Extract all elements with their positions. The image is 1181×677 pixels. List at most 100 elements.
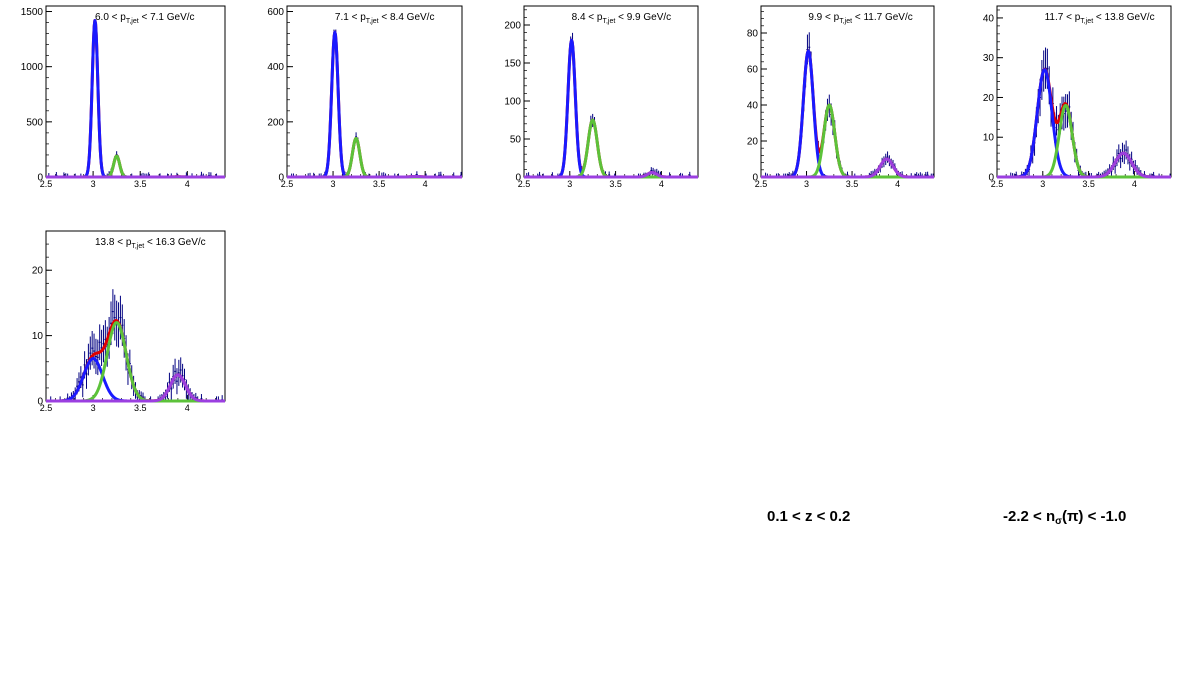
y-tick-label: 80 [747,29,759,40]
y-tick-label: 20 [32,266,44,277]
total-fit-curve [996,67,1172,179]
panel-title: 9.9 < pT,jet < 11.7 GeV/c [808,12,912,25]
x-tick-label: 3.5 [609,179,622,189]
peak-curve-K [996,103,1172,179]
panel-title: 11.7 < pT,jet < 13.8 GeV/c [1045,12,1155,25]
x-tick-label: 3 [331,179,336,189]
nsigma-sub: σ [1055,516,1062,527]
x-tick-label: 2.5 [40,403,53,413]
x-tick-label: 3 [91,179,96,189]
peak-curve-p [45,373,226,403]
y-tick-label: 0 [752,173,758,184]
data-points [764,32,935,178]
peak-curve-K [760,103,935,179]
y-tick-label: 400 [267,62,284,73]
data-points [49,289,224,402]
x-tick-label: 4 [659,179,664,189]
y-tick-label: 100 [504,97,521,108]
peak-curve-K [286,136,463,179]
nsigma-range-label: -2.2 < nσ(π) < -1.0 [1003,508,1126,527]
peak-curve-K [45,321,226,403]
total-fit-curve [286,30,463,179]
peak-curve-p [286,174,463,179]
chart-panel-4: 0 20 40 60 80 2.5 3 3.5 4 9.9 < pT,jet < 11.7 GeV… [747,5,935,189]
panel-title: 13.8 < pT,jet < 16.3 GeV/c [95,237,206,250]
x-tick-label: 2.5 [281,179,294,189]
y-tick-label: 200 [504,21,521,32]
y-tick-label: 200 [267,117,284,128]
z-range-label: 0.1 < z < 0.2 [767,508,851,525]
x-tick-label: 3 [1040,179,1045,189]
plot-frame [286,5,463,178]
x-tick-label: 4 [895,179,900,189]
y-tick-label: 0 [515,173,521,184]
chart-panel-3: 0 50 100 150 200 2.5 3 3.5 4 8.4 < pT,jet < 9.9 G… [504,5,699,189]
y-tick-label: 10 [983,133,995,144]
chart-panel-6: 0 10 20 2.5 3 3.5 4 13.8 < pT,jet < 16.3 GeV/c [32,230,226,413]
chart-panel-5: 0 10 20 30 40 2.5 3 3.5 4 11.7 < pT,jet < 13.8 Ge… [983,5,1172,189]
peak-curve-pi [996,68,1172,179]
y-tick-label: 20 [747,137,759,148]
y-tick-label: 150 [504,59,521,70]
x-tick-label: 4 [185,179,190,189]
nsigma-prefix: -2.2 < n [1003,508,1056,525]
data-points [525,32,691,178]
x-tick-label: 4 [423,179,428,189]
x-tick-label: 3.5 [373,179,386,189]
x-tick-label: 3.5 [846,179,859,189]
x-tick-label: 3 [804,179,809,189]
x-tick-label: 3.5 [134,179,147,189]
chart-panel-1: 0 500 1000 1500 2.5 3 3.5 4 6.0 < pT,jet < 7.1 G… [21,5,226,189]
peak-curve-K [523,118,699,179]
peak-curve-p [996,151,1172,179]
y-tick-label: 500 [26,117,43,128]
x-tick-label: 2.5 [755,179,768,189]
plot-frame [45,5,226,178]
y-tick-label: 0 [278,173,284,184]
plot-frame [996,5,1172,178]
data-points [47,24,218,178]
data-points [290,29,463,178]
x-tick-label: 3 [91,403,96,413]
peak-curve-p [523,170,699,179]
y-tick-label: 1500 [21,7,44,18]
x-tick-label: 3 [567,179,572,189]
x-tick-label: 4 [185,403,190,413]
total-fit-curve [45,18,226,179]
x-tick-label: 2.5 [991,179,1004,189]
data-points [1009,47,1172,178]
x-tick-label: 2.5 [518,179,531,189]
y-tick-label: 0 [988,173,994,184]
total-fit-curve [760,49,935,179]
peak-curve-pi [45,18,226,179]
total-fit-curve [523,38,699,179]
x-tick-label: 2.5 [40,179,53,189]
peak-curve-pi [760,49,935,179]
y-tick-label: 40 [747,101,759,112]
x-tick-label: 3.5 [134,403,147,413]
y-tick-label: 20 [983,93,995,104]
y-tick-label: 10 [32,331,44,342]
y-tick-label: 50 [510,135,522,146]
panel-title: 8.4 < pT,jet < 9.9 GeV/c [572,12,672,25]
peak-curve-pi [523,38,699,179]
chart-panel-2: 0 200 400 600 2.5 3 3.5 4 7.1 < pT,jet < 8.4 GeV… [267,5,463,189]
plot-frame [523,5,699,178]
y-tick-label: 1000 [21,62,44,73]
y-tick-label: 60 [747,65,759,76]
x-tick-label: 3.5 [1082,179,1095,189]
y-tick-label: 600 [267,7,284,18]
x-tick-label: 4 [1132,179,1137,189]
y-tick-label: 0 [37,397,43,408]
plot-frame [760,5,935,178]
panel-title: 6.0 < pT,jet < 7.1 GeV/c [95,12,195,25]
panel-title: 7.1 < pT,jet < 8.4 GeV/c [335,12,435,25]
y-tick-label: 0 [37,173,43,184]
peak-curve-p [760,157,935,179]
peak-curve-K [45,154,226,179]
plot-frame [45,230,226,402]
nsigma-suffix: (π) < -1.0 [1061,508,1127,525]
y-tick-label: 30 [983,53,995,64]
peak-curve-pi [286,30,463,179]
